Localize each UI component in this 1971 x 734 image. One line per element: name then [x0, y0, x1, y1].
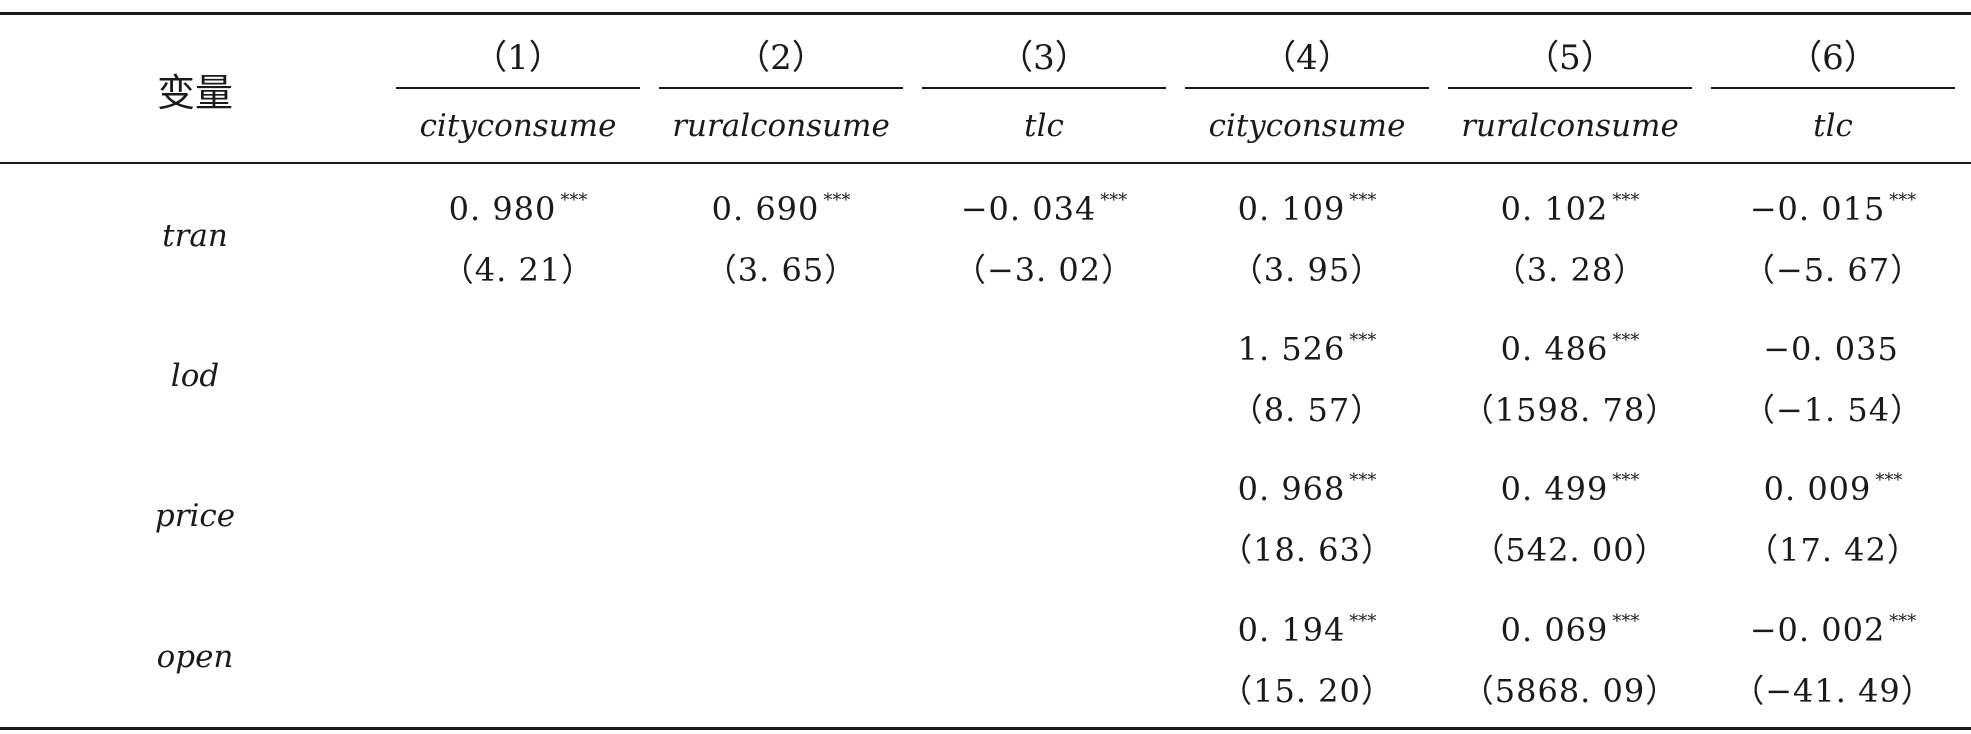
t-statistic: （18. 63）	[1220, 531, 1394, 569]
t-statistic: （15. 20）	[1220, 672, 1394, 710]
significance-stars: ***	[1889, 611, 1917, 632]
t-statistic: （1598. 78）	[1461, 391, 1679, 429]
coefficient-value: 0. 980	[448, 190, 557, 228]
row-label: price	[154, 498, 236, 534]
coefficient: 0. 109 ***	[1185, 190, 1429, 228]
column-group-rule	[1711, 87, 1955, 89]
coefficient-value: 0. 194	[1237, 611, 1346, 649]
t-statistic: （−5. 67）	[1742, 251, 1924, 289]
significance-stars: ***	[1612, 190, 1640, 211]
column-name-6: tlc	[1813, 108, 1853, 144]
coefficient-value: 0. 069	[1500, 611, 1609, 649]
coefficient-value: 0. 102	[1500, 190, 1609, 228]
coefficient-value: 0. 690	[711, 190, 820, 228]
t-statistic: （4. 21）	[441, 251, 595, 289]
coefficient-value: −0. 015	[1749, 190, 1886, 228]
coefficient-value: 0. 109	[1237, 190, 1346, 228]
bottom-rule	[0, 727, 1971, 730]
t-statistic: （17. 42）	[1746, 531, 1920, 569]
coefficient: 0. 980 ***	[396, 190, 640, 228]
t-statistic: （5868. 09）	[1461, 672, 1679, 710]
column-group-rule	[922, 87, 1166, 89]
coefficient-value: 0. 968	[1237, 470, 1346, 508]
coefficient: 0. 009 ***	[1711, 470, 1955, 508]
column-group-rule	[659, 87, 903, 89]
significance-stars: ***	[1612, 330, 1640, 351]
column-name-2: ruralconsume	[672, 108, 890, 144]
column-number-2: （2）	[736, 38, 826, 78]
row-label: open	[156, 639, 234, 675]
coefficient: 1. 526 ***	[1185, 330, 1429, 368]
significance-stars: ***	[1349, 470, 1377, 491]
coefficient: 0. 486 ***	[1448, 330, 1692, 368]
coefficient-value: −0. 002	[1749, 611, 1886, 649]
column-number-5: （5）	[1525, 38, 1615, 78]
variable-header: 变量	[156, 71, 233, 115]
t-statistic: （8. 57）	[1230, 391, 1384, 429]
significance-stars: ***	[1349, 330, 1377, 351]
column-group-rule	[1448, 87, 1692, 89]
column-name-3: tlc	[1024, 108, 1064, 144]
coefficient: 0. 194 ***	[1185, 611, 1429, 649]
coefficient-value: 0. 486	[1500, 330, 1609, 368]
row-label: lod	[170, 358, 220, 394]
significance-stars: ***	[1349, 190, 1377, 211]
column-number-4: （4）	[1262, 38, 1352, 78]
coefficient: −0. 002 ***	[1711, 611, 1955, 649]
significance-stars: ***	[1875, 470, 1903, 491]
t-statistic: （−1. 54）	[1742, 391, 1924, 429]
coefficient-value: 0. 009	[1763, 470, 1872, 508]
t-statistic: （−3. 02）	[953, 251, 1135, 289]
column-group-rule	[396, 87, 640, 89]
column-number-1: （1）	[473, 38, 563, 78]
coefficient: −0. 015 ***	[1711, 190, 1955, 228]
top-rule	[0, 12, 1971, 15]
column-number-3: （3）	[999, 38, 1089, 78]
coefficient-value: −0. 034	[960, 190, 1097, 228]
column-number-6: （6）	[1788, 38, 1878, 78]
row-label: tran	[162, 218, 228, 254]
header-rule	[0, 162, 1971, 164]
coefficient: 0. 690 ***	[659, 190, 903, 228]
significance-stars: ***	[560, 190, 588, 211]
significance-stars: ***	[1612, 611, 1640, 632]
coefficient: 0. 499 ***	[1448, 470, 1692, 508]
column-name-1: cityconsume	[419, 108, 617, 144]
coefficient: −0. 035	[1711, 330, 1955, 368]
coefficient: 0. 968 ***	[1185, 470, 1429, 508]
significance-stars: ***	[1100, 190, 1128, 211]
t-statistic: （3. 95）	[1230, 251, 1384, 289]
column-name-4: cityconsume	[1208, 108, 1406, 144]
significance-stars: ***	[1889, 190, 1917, 211]
t-statistic: （3. 65）	[704, 251, 858, 289]
t-statistic: （−41. 49）	[1732, 672, 1934, 710]
coefficient: 0. 102 ***	[1448, 190, 1692, 228]
coefficient-value: −0. 035	[1763, 330, 1899, 368]
t-statistic: （542. 00）	[1472, 531, 1668, 569]
coefficient-value: 1. 526	[1237, 330, 1346, 368]
column-group-rule	[1185, 87, 1429, 89]
coefficient: 0. 069 ***	[1448, 611, 1692, 649]
significance-stars: ***	[823, 190, 851, 211]
coefficient-value: 0. 499	[1500, 470, 1609, 508]
significance-stars: ***	[1349, 611, 1377, 632]
t-statistic: （3. 28）	[1493, 251, 1647, 289]
significance-stars: ***	[1612, 470, 1640, 491]
coefficient: −0. 034 ***	[922, 190, 1166, 228]
column-name-5: ruralconsume	[1461, 108, 1679, 144]
